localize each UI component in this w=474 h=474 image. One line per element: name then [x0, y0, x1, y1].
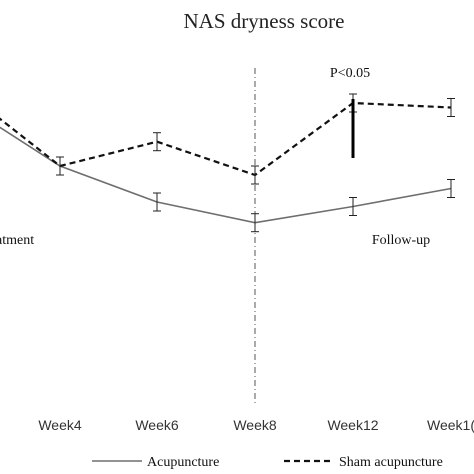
legend: Acupuncture Sham acupuncture [92, 455, 443, 470]
x-tick-label: Week12 [327, 417, 378, 433]
x-tick-label: Week4 [38, 417, 82, 433]
x-tick-labels: Week4 Week6 Week8 Week12 Week1( [38, 417, 474, 433]
chart-title: NAS dryness score [184, 9, 345, 33]
legend-label-acupuncture: Acupuncture [147, 455, 219, 470]
errorbar-acupuncture-week6 [153, 192, 161, 212]
errorbar-sham-acupuncture-week8 [251, 165, 259, 185]
errorbar-acupuncture-week12 [349, 197, 357, 216]
x-tick-label: Week6 [135, 417, 179, 433]
errorbar-acupuncture-week16 [447, 179, 455, 198]
series-layer [0, 101, 452, 224]
errorbar-sham-acupuncture-week6 [153, 132, 161, 152]
phase-label-treatment: atment [0, 233, 34, 248]
significance-label: P<0.05 [330, 66, 370, 81]
series-line-acupuncture [0, 126, 452, 224]
x-tick-label: Week8 [233, 417, 277, 433]
errorbar-sham-acupuncture-week16 [447, 98, 455, 117]
legend-label-sham-acupuncture: Sham acupuncture [339, 455, 443, 470]
x-tick-label: Week1( [427, 417, 474, 433]
errorbar-acupuncture-week8 [251, 213, 259, 233]
phase-label-follow-up: Follow-up [372, 233, 430, 248]
series-line-sham-acupuncture [0, 101, 452, 177]
errorbar-sham-acupuncture-week4 [56, 156, 64, 176]
errorbar-layer [56, 93, 455, 233]
